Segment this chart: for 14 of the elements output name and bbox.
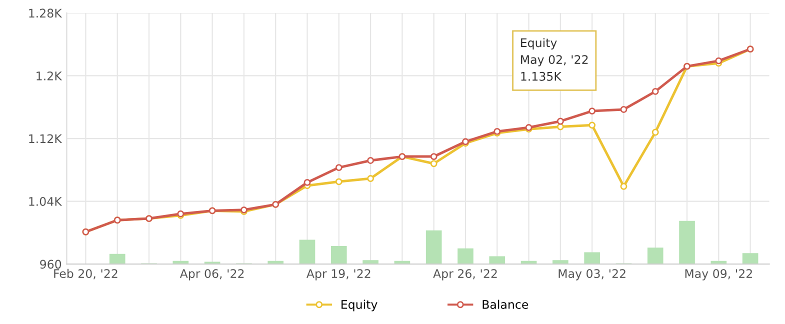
x-tick-label: Apr 06, '22 — [180, 269, 244, 280]
x-tick-label: Feb 20, '22 — [54, 268, 118, 280]
y-tick-label: 1.12K — [29, 134, 62, 143]
y-tick-label: 960 — [40, 260, 62, 269]
x-tick-label: May 03, '22 — [558, 269, 626, 280]
x-tick-label: Apr 26, '22 — [433, 269, 497, 280]
x-tick-label: Apr 19, '22 — [306, 269, 370, 280]
legend-label: Equity — [342, 300, 378, 312]
annotation: Equity May 02, '22 1.135K — [521, 38, 588, 81]
legend-label: Balance — [482, 300, 528, 309]
y-tick-label: 1.04K — [29, 197, 62, 206]
x-tick-label: May 09, '22 — [685, 269, 752, 280]
y-tick-label: 1.28K — [29, 8, 62, 18]
y-tick-label: 1.2K — [36, 71, 62, 80]
